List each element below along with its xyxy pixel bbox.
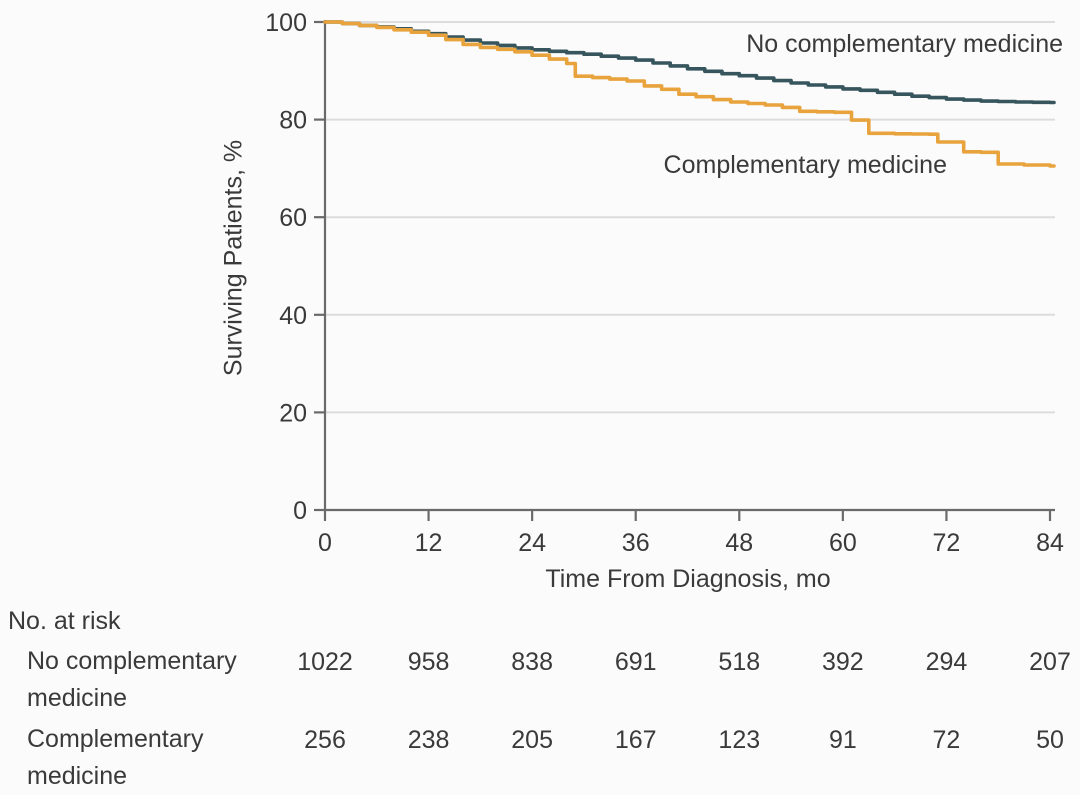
risk-value: 1022	[297, 648, 353, 676]
risk-value: 91	[828, 726, 857, 754]
y-tick-label: 100	[265, 9, 307, 37]
series-label-complementary: Complementary medicine	[663, 151, 947, 179]
risk-value: 238	[407, 726, 450, 754]
risk-value: 958	[407, 648, 450, 676]
x-tick-label: 48	[725, 529, 753, 557]
y-tick-label: 0	[293, 497, 307, 525]
risk-row-label-line: medicine	[27, 762, 128, 790]
risk-value: 256	[304, 726, 346, 754]
x-tick-label: 12	[415, 529, 443, 557]
y-axis-title: Surviving Patients, %	[219, 139, 248, 377]
risk-row-label-no-complementary: No complementary medicine	[27, 643, 237, 717]
risk-value: 72	[932, 726, 961, 754]
y-tick-label: 20	[279, 399, 307, 427]
x-tick-label: 60	[829, 529, 857, 557]
risk-value: 50	[1036, 726, 1064, 754]
risk-value: 691	[614, 648, 657, 676]
x-tick-label: 0	[318, 529, 332, 557]
risk-value: 205	[511, 726, 553, 754]
x-tick-label: 72	[933, 529, 961, 557]
risk-value: 167	[614, 726, 657, 754]
risk-value: 123	[718, 726, 761, 754]
risk-row-label-line: Complementary	[27, 725, 204, 753]
risk-row-label-complementary: Complementary medicine	[27, 721, 203, 795]
x-tick-label: 36	[622, 529, 650, 557]
risk-value: 518	[718, 648, 761, 676]
risk-row-label-line: medicine	[27, 684, 128, 712]
series-line-complementary	[323, 20, 1056, 168]
y-tick-label: 60	[279, 204, 307, 232]
risk-value: 207	[1029, 648, 1071, 676]
y-tick-label: 40	[279, 302, 307, 330]
risk-value: 392	[821, 648, 864, 676]
series-line-no-complementary	[323, 20, 1056, 105]
x-tick-label: 84	[1036, 529, 1064, 557]
y-tick-label: 80	[279, 107, 307, 135]
risk-row-label-line: No complementary	[27, 647, 237, 675]
series-label-no-complementary: No complementary medicine	[746, 30, 1063, 58]
risk-table-title: No. at risk	[8, 607, 121, 635]
risk-value: 294	[925, 648, 968, 676]
risk-value: 838	[511, 648, 553, 676]
x-tick-label: 24	[518, 529, 546, 557]
x-axis-title: Time From Diagnosis, mo	[545, 565, 831, 593]
